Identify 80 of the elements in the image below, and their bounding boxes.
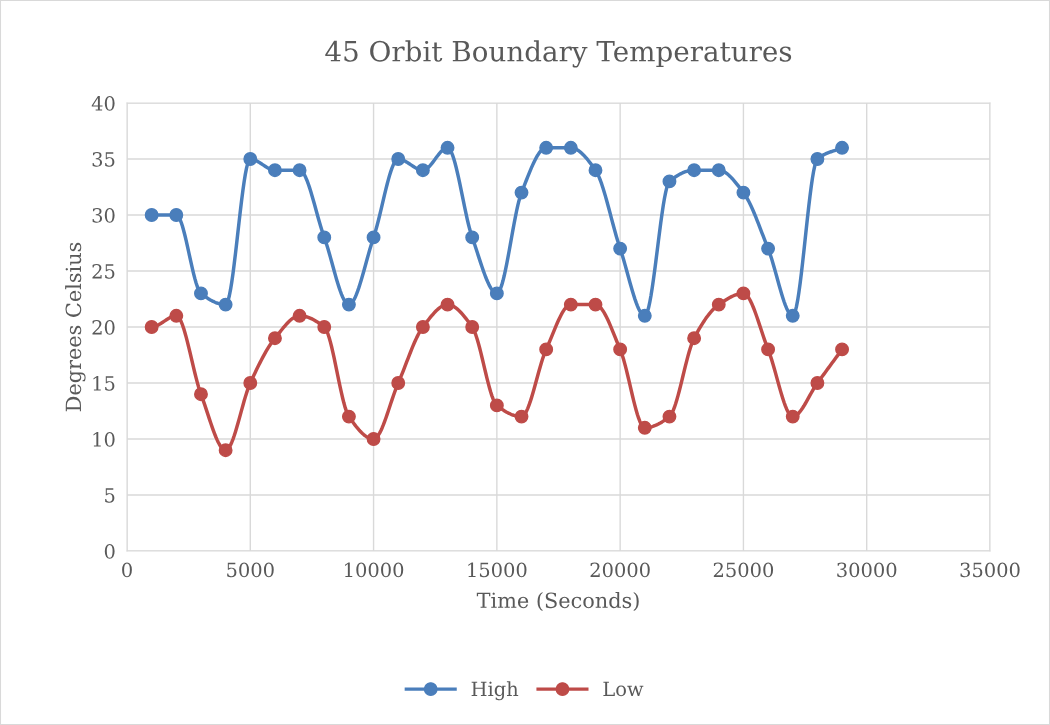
y-axis-title: Degrees Celsius (65, 242, 86, 412)
y-tick-label: 30 (92, 207, 115, 223)
point (810, 376, 825, 390)
point (662, 174, 677, 189)
point (440, 297, 455, 312)
point (613, 241, 628, 256)
point (613, 342, 628, 357)
point (144, 320, 159, 334)
x-tick-label: 30000 (837, 562, 897, 578)
point (687, 331, 702, 346)
x-tick-label: 10000 (345, 562, 404, 578)
point (366, 230, 381, 245)
y-tick-label: 25 (92, 263, 115, 279)
point (711, 163, 726, 178)
point (194, 387, 208, 402)
point (243, 376, 258, 390)
point (514, 409, 529, 424)
point (662, 409, 677, 424)
point (391, 152, 406, 166)
point (391, 376, 406, 390)
point (415, 320, 430, 334)
x-tick-label: 20000 (590, 562, 650, 578)
point (761, 241, 776, 256)
x-tick-label: 35000 (960, 562, 1020, 578)
point (341, 297, 356, 312)
point (810, 152, 825, 166)
point (465, 320, 480, 334)
x-tick-label: 15000 (468, 562, 527, 578)
point (415, 163, 430, 178)
point (687, 163, 702, 178)
point (341, 409, 356, 424)
point (489, 398, 504, 413)
point (785, 409, 800, 424)
point (317, 320, 332, 334)
point (366, 432, 381, 446)
point (489, 286, 504, 301)
point (465, 230, 480, 245)
point (514, 185, 529, 200)
y-tick-label: 5 (105, 488, 115, 503)
point (588, 297, 603, 312)
point (761, 342, 776, 357)
chart-title: 45 Orbit Boundary Temperatures (325, 40, 792, 68)
point (218, 443, 233, 458)
y-tick-label: 15 (93, 375, 115, 391)
point (440, 140, 455, 155)
point (169, 208, 184, 222)
point (169, 308, 184, 323)
point (785, 308, 800, 323)
point (539, 342, 554, 357)
x-axis-title: Time (Seconds) (476, 592, 639, 612)
y-tick-label: 40 (91, 95, 115, 111)
x-tick-label: 5000 (227, 562, 274, 578)
point (267, 331, 282, 346)
point (243, 152, 258, 166)
point (292, 308, 307, 323)
point (317, 230, 332, 245)
y-tick-label: 20 (92, 319, 115, 335)
point (563, 297, 578, 312)
y-tick-label: 10 (93, 431, 115, 447)
point (637, 420, 652, 435)
point (736, 185, 751, 200)
point (144, 208, 159, 222)
legend-label: Low (603, 681, 644, 697)
point (218, 297, 233, 312)
y-tick-label: 35 (92, 151, 115, 167)
x-tick-label: 25000 (713, 562, 774, 578)
y-tick-label: 0 (104, 543, 115, 559)
point (267, 163, 282, 178)
point (292, 163, 307, 178)
point (588, 163, 603, 178)
point (736, 286, 751, 301)
point (563, 140, 578, 155)
point (711, 297, 726, 312)
point (835, 140, 850, 155)
x-tick-label: 0 (122, 562, 132, 578)
point (539, 140, 554, 155)
point (194, 286, 208, 301)
point (835, 342, 850, 357)
legend-label: High (471, 681, 519, 701)
point (637, 308, 652, 323)
